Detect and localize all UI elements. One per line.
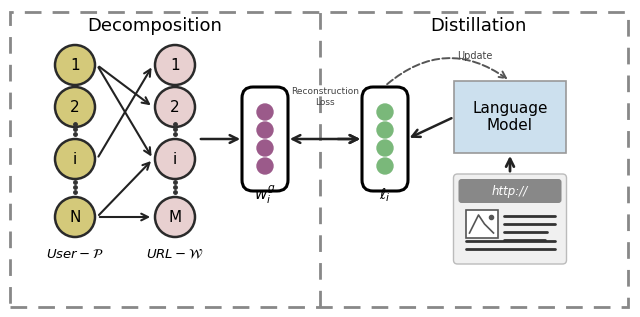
Text: 1: 1 — [170, 57, 180, 73]
Text: Reconstruction
Loss: Reconstruction Loss — [291, 87, 359, 107]
FancyBboxPatch shape — [458, 179, 561, 203]
Circle shape — [55, 139, 95, 179]
Circle shape — [257, 158, 273, 174]
Text: $URL-\mathcal{W}$: $URL-\mathcal{W}$ — [146, 249, 204, 262]
Text: 2: 2 — [70, 100, 80, 114]
Circle shape — [155, 197, 195, 237]
Bar — [465, 210, 497, 238]
Text: N: N — [69, 210, 81, 224]
FancyBboxPatch shape — [242, 87, 288, 191]
Text: Update: Update — [458, 51, 493, 61]
Circle shape — [377, 140, 393, 156]
FancyBboxPatch shape — [454, 174, 566, 264]
Circle shape — [257, 140, 273, 156]
Text: 1: 1 — [70, 57, 80, 73]
Text: M: M — [168, 210, 182, 224]
FancyBboxPatch shape — [454, 81, 566, 153]
FancyBboxPatch shape — [362, 87, 408, 191]
Text: Decomposition: Decomposition — [88, 17, 223, 35]
Text: 2: 2 — [170, 100, 180, 114]
Circle shape — [155, 87, 195, 127]
Text: i: i — [173, 152, 177, 166]
Circle shape — [155, 45, 195, 85]
Text: $\ell_i$: $\ell_i$ — [380, 186, 390, 204]
Text: Language
Model: Language Model — [472, 101, 548, 133]
Circle shape — [155, 139, 195, 179]
Text: Distillation: Distillation — [430, 17, 526, 35]
Circle shape — [55, 87, 95, 127]
Circle shape — [55, 45, 95, 85]
Circle shape — [377, 122, 393, 138]
FancyBboxPatch shape — [10, 12, 628, 307]
Text: $User-\mathcal{P}$: $User-\mathcal{P}$ — [46, 249, 104, 262]
Circle shape — [55, 197, 95, 237]
Circle shape — [257, 122, 273, 138]
Text: http://: http:// — [492, 184, 528, 197]
Text: $w_i^g$: $w_i^g$ — [254, 184, 276, 206]
Text: i: i — [73, 152, 77, 166]
Circle shape — [257, 104, 273, 120]
Circle shape — [377, 158, 393, 174]
Circle shape — [377, 104, 393, 120]
